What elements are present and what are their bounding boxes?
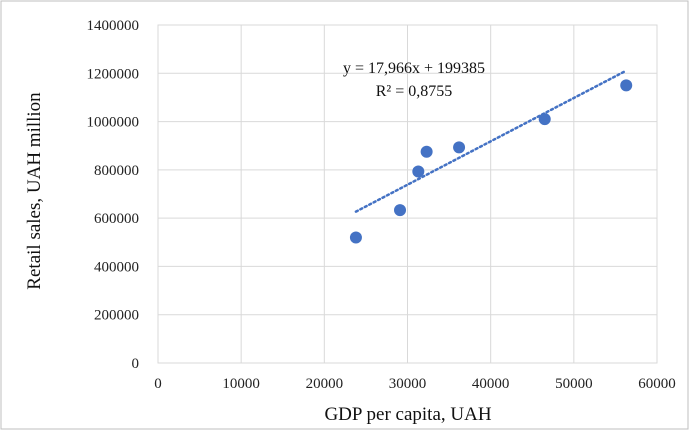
y-axis-title: Retail sales, UAH million (24, 92, 45, 290)
y-tick-label: 400000 (94, 259, 139, 275)
r-squared-label: R² = 0,8755 (376, 83, 453, 100)
x-tick-label: 50000 (555, 376, 593, 392)
y-tick-labels: 0 200000 400000 600000 800000 1000000 1200000 1… (87, 18, 140, 372)
trendline (354, 69, 628, 213)
y-tick-label: 1000000 (87, 115, 140, 131)
x-tick-label: 20000 (306, 376, 344, 392)
y-tick-label: 1200000 (87, 66, 140, 82)
trendline-layer (354, 69, 628, 213)
trendline-equation: y = 17,966x + 199385 (343, 60, 485, 77)
data-point (412, 165, 425, 178)
data-point (538, 113, 551, 126)
data-point (453, 141, 466, 154)
x-tick-label: 60000 (638, 376, 676, 392)
data-point (349, 231, 362, 244)
data-points (349, 79, 633, 244)
x-tick-labels: 0 10000 20000 30000 40000 50000 60000 (154, 376, 676, 392)
x-tick-label: 0 (154, 376, 162, 392)
data-point (394, 204, 407, 217)
x-tick-label: 10000 (222, 376, 260, 392)
data-point (420, 145, 433, 158)
data-point (620, 79, 633, 92)
y-tick-label: 1400000 (87, 18, 140, 34)
y-tick-label: 0 (132, 356, 140, 372)
y-tick-label: 800000 (94, 163, 139, 179)
x-axis-title: GDP per capita, UAH (324, 404, 491, 425)
x-tick-label: 40000 (472, 376, 510, 392)
x-tick-label: 30000 (389, 376, 427, 392)
gridlines (157, 24, 658, 364)
y-tick-label: 600000 (94, 211, 139, 227)
y-tick-label: 200000 (94, 308, 139, 324)
